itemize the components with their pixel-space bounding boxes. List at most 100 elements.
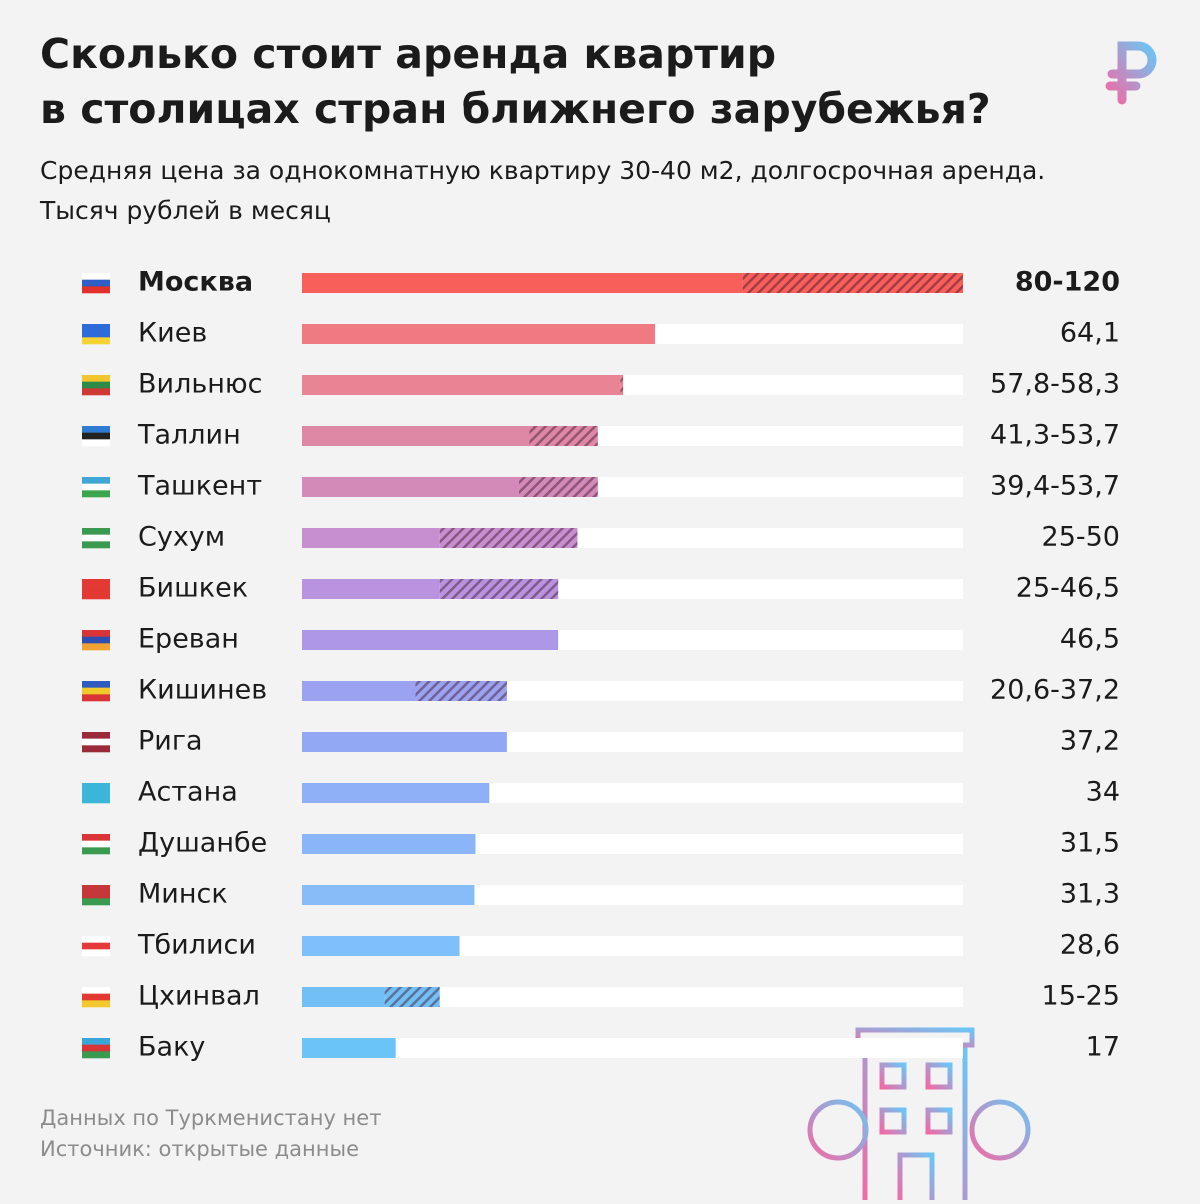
flag-stripe	[82, 528, 110, 535]
flag-stripe	[82, 324, 110, 331]
flag-stripe	[82, 687, 110, 695]
value-label: 28,6	[1060, 930, 1120, 961]
flag-stripe	[82, 834, 110, 841]
flag-stripe	[82, 1051, 110, 1059]
category-label: Киев	[138, 318, 207, 349]
hatch-overlay	[439, 528, 578, 548]
bar	[302, 987, 385, 1007]
value-label: 57,8-58,3	[990, 369, 1120, 400]
flag-stripe	[82, 936, 110, 943]
bar	[302, 885, 475, 905]
flag-stripe	[82, 949, 110, 957]
bar	[302, 528, 440, 548]
value-label: 37,2	[1060, 726, 1120, 757]
flag-stripe	[82, 273, 110, 280]
flag-stripe	[82, 942, 110, 950]
hatch-overlay	[384, 987, 440, 1007]
bar	[302, 324, 656, 344]
track	[302, 987, 963, 1007]
value-label: 31,3	[1060, 879, 1120, 910]
category-label: Ереван	[138, 624, 239, 655]
bar	[302, 426, 530, 446]
flag-stripe	[82, 993, 110, 1001]
value-label: 80-120	[1015, 267, 1120, 298]
flag-stripe	[82, 490, 110, 498]
bar	[302, 681, 416, 701]
flag-stripe	[82, 891, 110, 899]
category-label: Бишкек	[138, 573, 248, 604]
flag-stripe	[82, 840, 110, 848]
flag-stripe	[82, 426, 110, 433]
subtitle: Тысяч рублей в месяц	[39, 196, 331, 225]
flag-stripe	[82, 432, 110, 440]
bar	[302, 630, 559, 650]
category-label: Минск	[138, 879, 228, 910]
chart-title: в столицах стран ближнего зарубежья?	[40, 85, 991, 133]
flag-stripe	[82, 630, 110, 637]
logo	[1105, 41, 1157, 105]
flag-stripe	[82, 534, 110, 542]
flag-stripe	[82, 541, 110, 549]
flag-stripe	[82, 592, 110, 600]
value-label: 39,4-53,7	[990, 471, 1120, 502]
flag-stripe	[82, 694, 110, 702]
hatch-overlay	[529, 426, 598, 446]
hatch-overlay	[439, 579, 559, 599]
bar	[302, 783, 490, 803]
flag-stripe	[82, 987, 110, 994]
value-label: 15-25	[1042, 981, 1120, 1012]
category-label: Тбилиси	[137, 930, 256, 961]
track	[302, 936, 963, 956]
value-label: 20,6-37,2	[990, 675, 1120, 706]
value-label: 64,1	[1060, 318, 1120, 349]
category-label: Таллин	[137, 420, 241, 451]
bar	[302, 732, 507, 752]
flag-stripe	[82, 388, 110, 396]
flag-stripe	[82, 585, 110, 593]
bar	[302, 936, 460, 956]
flag-stripe	[82, 1038, 110, 1045]
hatch-overlay	[742, 273, 963, 293]
value-label: 31,5	[1060, 828, 1120, 859]
value-label: 25-46,5	[1016, 573, 1120, 604]
flag-stripe	[82, 783, 110, 790]
flag-stripe	[82, 745, 110, 753]
chart-title: Сколько стоит аренда квартир	[40, 30, 776, 78]
value-label: 17	[1086, 1032, 1120, 1063]
category-label: Баку	[138, 1032, 205, 1063]
value-label: 41,3-53,7	[990, 420, 1120, 451]
flag-stripe	[82, 732, 110, 739]
flag-stripe	[82, 1000, 110, 1008]
flag-stripe	[82, 337, 110, 345]
flag-stripe	[82, 579, 110, 586]
hatch-overlay	[415, 681, 507, 701]
flag-stripe	[82, 375, 110, 382]
bar	[302, 834, 476, 854]
category-label: Душанбе	[138, 828, 267, 859]
flag-stripe	[82, 636, 110, 644]
category-label: Ташкент	[137, 471, 262, 502]
hatch-overlay	[519, 477, 598, 497]
bar	[302, 477, 520, 497]
subtitle: Средняя цена за однокомнатную квартиру 3…	[40, 156, 1045, 185]
value-label: 34	[1086, 777, 1120, 808]
track	[302, 1038, 963, 1058]
flag-stripe	[82, 1044, 110, 1052]
flag-stripe	[82, 643, 110, 651]
flag-stripe	[82, 477, 110, 484]
flag-stripe	[82, 847, 110, 855]
note: Источник: открытые данные	[40, 1137, 359, 1161]
hatch-overlay	[620, 375, 624, 395]
flag-stripe	[82, 796, 110, 804]
category-label: Сухум	[138, 522, 225, 553]
flag-stripe	[82, 279, 110, 287]
bar	[302, 375, 621, 395]
flag-stripe	[82, 681, 110, 688]
value-label: 46,5	[1060, 624, 1120, 655]
flag-stripe	[82, 885, 110, 892]
note: Данных по Туркменистану нет	[40, 1106, 381, 1130]
flag-stripe	[82, 330, 110, 338]
flag-stripe	[82, 898, 110, 906]
category-label: Астана	[138, 777, 238, 808]
